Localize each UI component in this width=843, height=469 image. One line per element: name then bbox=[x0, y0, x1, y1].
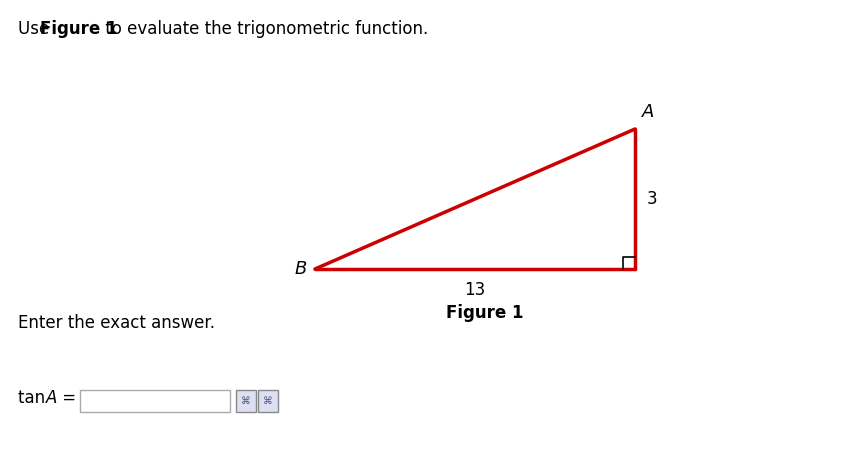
Bar bbox=[258, 390, 278, 412]
Text: Figure 1: Figure 1 bbox=[40, 20, 117, 38]
Text: A: A bbox=[642, 103, 654, 121]
Text: A: A bbox=[46, 389, 57, 407]
Text: =: = bbox=[57, 389, 76, 407]
Text: 3: 3 bbox=[647, 190, 658, 208]
Text: tan: tan bbox=[18, 389, 51, 407]
Bar bbox=[236, 390, 256, 412]
Text: Use: Use bbox=[18, 20, 55, 38]
Bar bbox=[80, 390, 230, 412]
Text: to evaluate the trigonometric function.: to evaluate the trigonometric function. bbox=[100, 20, 428, 38]
Text: ⌘: ⌘ bbox=[241, 396, 251, 406]
Text: Enter the exact answer.: Enter the exact answer. bbox=[18, 314, 215, 332]
Text: 13: 13 bbox=[464, 281, 486, 299]
Text: Figure 1: Figure 1 bbox=[446, 304, 524, 322]
Text: ⌘: ⌘ bbox=[263, 396, 273, 406]
Text: B: B bbox=[294, 260, 307, 278]
